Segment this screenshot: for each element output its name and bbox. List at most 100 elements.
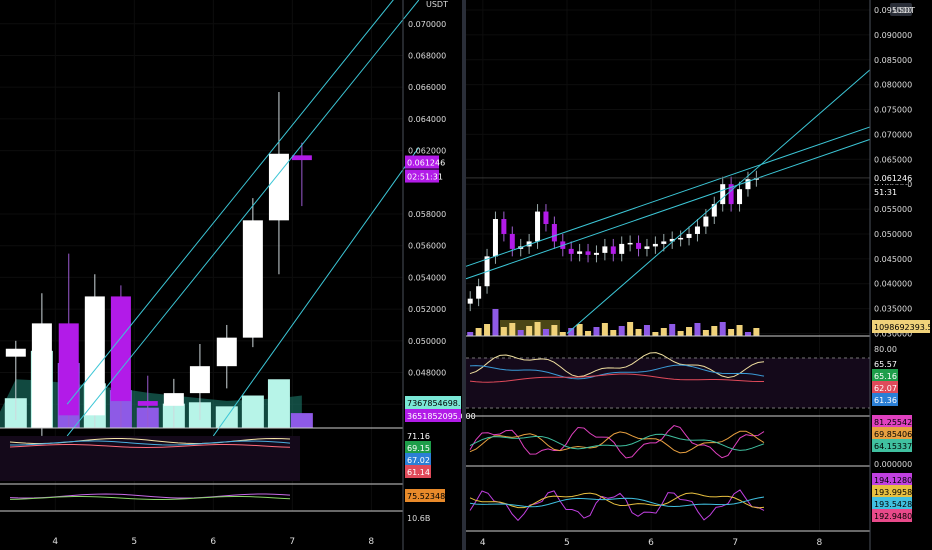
right-candle-body [644,246,650,249]
right-volume-bar [492,309,499,336]
right-volume-bar [635,329,642,336]
right-bottom-badge: 193.9958 [874,488,912,497]
right-candle-body [568,248,574,254]
right-rsi-badge-bg [872,369,898,382]
right-time-tick: 5 [564,538,570,548]
left-candle-body [163,393,184,406]
left-price-tick: 0.048000 [408,369,446,378]
left-volume-badge: 3651852095.000 [407,412,476,421]
right-volume-bar [702,330,709,336]
right-candle-body [636,242,642,249]
right-rsi-badge-bg [872,393,898,406]
left-ind2-badge: 75.523486 [407,492,450,501]
left-trendline [212,147,420,437]
right-stoch-line [469,430,765,454]
right-price-badge: 0.061246 [874,174,912,183]
right-price-tick: 0.075000 [874,106,912,115]
right-rsi-badge: 61.36 [874,396,897,405]
left-candle-body [84,296,105,416]
right-price-tick: 0.045000 [874,255,912,264]
left-indicator1-bg [0,436,300,481]
right-candle-body [619,243,625,254]
left-chart-panel[interactable]: USDT 0.0700000.0680000.0660000.0640000.0… [0,0,476,550]
left-price-tick: 0.070000 [408,20,446,29]
left-volume-bar [241,395,264,428]
right-volume-bar [526,326,533,336]
right-volume-bar [618,326,625,336]
right-trendline [465,138,871,280]
left-candle-body [58,323,79,416]
left-price-tick: 0.064000 [408,115,446,124]
right-volume-bar [694,323,701,336]
left-time-tick: 8 [368,537,374,547]
left-candle-body [291,155,312,161]
left-candle-body [5,348,26,357]
right-candle-body [669,238,675,242]
right-volume-bar [669,324,676,336]
right-price-tick: 0.065000 [874,155,912,164]
right-time-tick: 6 [648,538,654,548]
right-countdown-badge: 51:31 [874,188,897,197]
right-price-tick: 0.070000 [874,130,912,139]
left-price-badge-bg [405,155,439,169]
right-time-tick: 7 [732,538,738,548]
right-volume-bar [576,324,583,336]
right-stoch-badge-bg [872,415,912,428]
right-time-axis[interactable]: 4 5 6 7 8 [480,538,823,548]
left-time-tick: 5 [131,537,137,547]
right-volume-bar [467,332,474,336]
right-price-axis[interactable]: 0.095000 0.090000 0.085000 0.080000 0.075000… [874,6,912,339]
right-candle-body [711,204,717,217]
right-bottom-line [469,492,765,509]
right-stoch-zero: 0.000000 [874,460,912,469]
right-chart-panel[interactable]: 80.00 0.000000 USDT 0.095000 0.090000 0.08… [465,0,932,550]
right-price-tick: 0.090000 [874,31,912,40]
right-price-tick: 0.085000 [874,56,912,65]
panel-splitter[interactable] [462,0,466,550]
right-bottom-badge-bg [872,509,912,522]
right-volume-bar [484,324,491,336]
right-volume-bar [601,323,608,336]
right-volume-bar [559,332,566,336]
right-volume-bar [517,330,524,336]
right-stoch: 0.000000 [469,425,912,469]
right-volume-bar [542,329,549,336]
right-volume-badge: 1098692393.500 [874,323,932,332]
right-currency-tag[interactable] [890,3,912,16]
right-price-tick: 0.080000 [874,81,912,90]
left-ind1-badge-bg [405,429,431,442]
right-volume-bar [475,328,482,336]
right-price-series [467,170,759,312]
right-rsi-line [469,373,765,383]
right-stoch-badge-bg [872,439,912,452]
right-price-tick: 0.095000 [874,6,912,15]
left-price-axis[interactable]: 0.070000 0.068000 0.066000 0.064000 0.062000… [408,20,446,409]
left-price-tick: 0.052000 [408,305,446,314]
right-candle-body [745,179,751,190]
right-volume-badge-bg [872,320,930,333]
left-volume-badge: 7367854698.200 [407,399,476,408]
right-rsi-top-tick: 80.00 [874,345,897,354]
left-time-axis[interactable]: 4 5 6 7 8 [52,537,374,547]
right-candle-body [678,237,684,240]
left-price-tick: 0.066000 [408,83,446,92]
left-ind1-line [9,444,291,448]
right-trendlines [465,69,871,334]
right-volume-bar [728,329,735,336]
left-volume-bar [290,413,313,428]
right-candle-body [602,246,608,253]
right-bottom-line [469,489,765,522]
right-price-tick: 0.055000 [874,205,912,214]
right-candle-body [476,286,482,299]
left-indicator2 [9,493,291,500]
right-volume-bars [467,309,760,336]
left-countdown-badge: 02:51:31 [407,173,443,182]
left-trendlines [66,0,420,437]
right-candle-body [686,233,692,238]
left-price-tick: 0.054000 [408,273,446,282]
right-candle-body [509,233,515,249]
left-volume-badge-bg [405,409,461,422]
right-candle-body [627,242,633,245]
right-badges: 0.061246 51:31 1098692393.500 65.57 65.16 62.… [872,170,932,522]
